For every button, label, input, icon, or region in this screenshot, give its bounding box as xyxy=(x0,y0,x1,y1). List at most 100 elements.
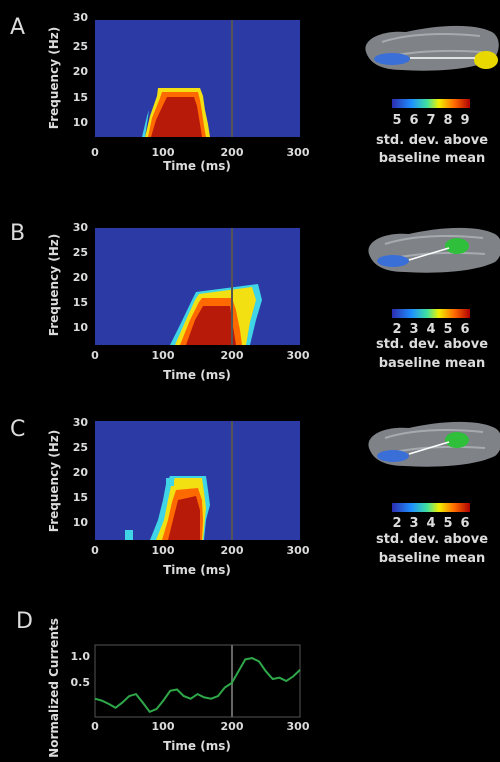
brain-highlight-left xyxy=(377,450,409,462)
panel-letter-b: B xyxy=(10,221,25,246)
panel-letter-a: A xyxy=(10,15,25,40)
panel-a-colorbar xyxy=(392,99,470,108)
svg-text:5: 5 xyxy=(392,113,401,128)
panel-c-colorbar-label-1: std. dev. above xyxy=(376,532,488,547)
svg-text:0: 0 xyxy=(91,544,99,557)
svg-text:20: 20 xyxy=(73,271,89,284)
svg-text:25: 25 xyxy=(73,246,88,259)
panel-c: C Frequency (Hz) 30 25 20 15 10 0 100 20… xyxy=(10,416,500,577)
panel-a-colorbar-ticks: 5 6 7 8 9 xyxy=(392,113,469,128)
blob-cyan xyxy=(142,110,149,137)
panel-a-xlabel: Time (ms) xyxy=(163,159,231,173)
panel-b-colorbar-label-1: std. dev. above xyxy=(376,337,488,352)
blob-red xyxy=(168,496,200,540)
panel-c-colorbar-label-2: baseline mean xyxy=(379,551,486,566)
svg-text:200: 200 xyxy=(221,544,244,557)
brain-highlight-right xyxy=(474,51,498,69)
svg-text:15: 15 xyxy=(73,296,88,309)
panel-b-colorbar-label-2: baseline mean xyxy=(379,356,486,371)
brain-highlight-left xyxy=(377,255,409,267)
svg-text:200: 200 xyxy=(221,720,244,733)
svg-text:25: 25 xyxy=(73,441,88,454)
svg-text:5: 5 xyxy=(443,322,452,337)
svg-text:7: 7 xyxy=(426,113,435,128)
svg-text:5: 5 xyxy=(443,516,452,531)
svg-text:2: 2 xyxy=(392,322,401,337)
panel-d-xticks: 0 100 200 300 xyxy=(91,720,310,733)
svg-text:30: 30 xyxy=(73,221,89,234)
panel-b-xticks: 0 100 200 300 xyxy=(91,349,310,362)
panel-b-xlabel: Time (ms) xyxy=(163,368,231,382)
ytick-0-5: 0.5 xyxy=(71,676,91,689)
panel-d-ylabel: Normalized Currents xyxy=(47,618,61,758)
panel-letter-d: D xyxy=(16,609,33,634)
panel-a-yticks: 30 25 20 15 10 xyxy=(73,11,89,129)
blob-red xyxy=(186,306,236,345)
svg-text:4: 4 xyxy=(426,516,435,531)
svg-text:200: 200 xyxy=(221,349,244,362)
panel-a-xticks: 0 100 200 300 xyxy=(91,146,310,159)
panel-b-blob xyxy=(170,284,262,345)
svg-text:4: 4 xyxy=(426,322,435,337)
xtick-100: 100 xyxy=(152,146,175,159)
panel-c-blob xyxy=(125,476,210,540)
svg-text:15: 15 xyxy=(73,491,88,504)
svg-text:6: 6 xyxy=(460,516,469,531)
svg-text:20: 20 xyxy=(73,466,89,479)
panel-d-trace xyxy=(94,657,301,714)
xtick-200: 200 xyxy=(221,146,244,159)
panel-d-xlabel: Time (ms) xyxy=(163,739,231,753)
svg-text:9: 9 xyxy=(460,113,469,128)
xtick-0: 0 xyxy=(91,146,99,159)
svg-text:0: 0 xyxy=(91,349,99,362)
brain-highlight-right xyxy=(445,432,469,448)
panel-d-yticks: 1.0 0.5 xyxy=(71,650,91,689)
svg-text:6: 6 xyxy=(460,322,469,337)
svg-text:30: 30 xyxy=(73,416,89,429)
svg-text:2: 2 xyxy=(392,516,401,531)
panel-b-colorbar-ticks: 2 3 4 5 6 xyxy=(392,322,469,337)
panel-c-colorbar-ticks: 2 3 4 5 6 xyxy=(392,516,469,531)
panel-b: B Frequency (Hz) 30 25 20 15 10 0 100 20… xyxy=(10,221,500,382)
panel-a-brain xyxy=(365,25,499,71)
panel-a-blob xyxy=(142,88,210,137)
blob-red xyxy=(151,97,202,137)
xtick-300: 300 xyxy=(287,146,310,159)
ytick-1: 1.0 xyxy=(71,650,91,663)
panel-b-brain xyxy=(368,227,500,273)
svg-text:3: 3 xyxy=(409,516,418,531)
panel-b-ylabel: Frequency (Hz) xyxy=(47,234,61,336)
svg-text:300: 300 xyxy=(287,349,310,362)
brain-highlight-left xyxy=(374,53,410,65)
panel-b-colorbar xyxy=(392,309,470,318)
svg-text:100: 100 xyxy=(152,720,175,733)
svg-text:300: 300 xyxy=(287,544,310,557)
ytick-15: 15 xyxy=(73,91,88,104)
panel-letter-c: C xyxy=(10,417,25,442)
panel-b-yticks: 30 25 20 15 10 xyxy=(73,221,89,334)
panel-c-xticks: 0 100 200 300 xyxy=(91,544,310,557)
svg-text:0: 0 xyxy=(91,720,99,733)
ytick-10: 10 xyxy=(73,116,89,129)
svg-text:100: 100 xyxy=(152,544,175,557)
svg-text:100: 100 xyxy=(152,349,175,362)
panel-d-plot-area xyxy=(94,644,301,718)
panel-c-yticks: 30 25 20 15 10 xyxy=(73,416,89,529)
brain-highlight-right xyxy=(445,238,469,254)
panel-c-ylabel: Frequency (Hz) xyxy=(47,430,61,532)
ytick-20: 20 xyxy=(73,65,89,78)
panel-c-brain xyxy=(368,421,500,467)
svg-text:10: 10 xyxy=(73,321,89,334)
svg-text:3: 3 xyxy=(409,322,418,337)
panel-a-colorbar-label-2: baseline mean xyxy=(379,151,486,166)
ytick-30: 30 xyxy=(73,11,89,24)
panel-c-xlabel: Time (ms) xyxy=(163,563,231,577)
panel-a: A Frequency (Hz) 30 25 20 15 10 0 100 20… xyxy=(10,11,499,173)
svg-text:6: 6 xyxy=(409,113,418,128)
panel-d: D Normalized Currents 1.0 0.5 0 100 200 … xyxy=(16,609,310,758)
svg-text:300: 300 xyxy=(287,720,310,733)
panel-c-colorbar xyxy=(392,503,470,512)
ytick-25: 25 xyxy=(73,40,88,53)
svg-text:8: 8 xyxy=(443,113,452,128)
